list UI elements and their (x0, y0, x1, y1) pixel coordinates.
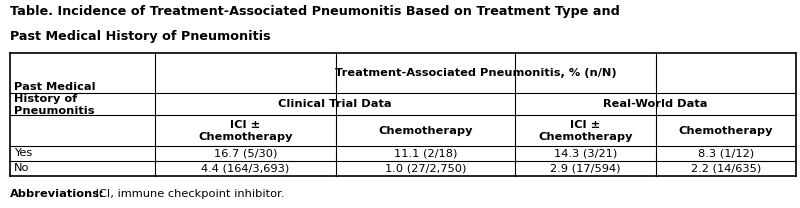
Text: 11.1 (2/18): 11.1 (2/18) (394, 148, 458, 158)
Text: Treatment-Associated Pneumonitis, % (n/N): Treatment-Associated Pneumonitis, % (n/N… (334, 68, 617, 78)
Text: 2.9 (17/594): 2.9 (17/594) (550, 163, 621, 173)
Text: No: No (14, 163, 29, 173)
Text: 8.3 (1/12): 8.3 (1/12) (698, 148, 754, 158)
Text: Past Medical History of Pneumonitis: Past Medical History of Pneumonitis (10, 30, 270, 43)
Text: ICI, immune checkpoint inhibitor.: ICI, immune checkpoint inhibitor. (92, 189, 285, 199)
Text: ICI ±
Chemotherapy: ICI ± Chemotherapy (538, 120, 633, 141)
Text: 16.7 (5/30): 16.7 (5/30) (214, 148, 278, 158)
Text: Chemotherapy: Chemotherapy (378, 125, 473, 136)
Text: Real-World Data: Real-World Data (603, 99, 708, 109)
Text: Chemotherapy: Chemotherapy (678, 125, 774, 136)
Text: Abbreviations:: Abbreviations: (10, 189, 104, 199)
Text: Clinical Trial Data: Clinical Trial Data (278, 99, 392, 109)
Text: ICI ±
Chemotherapy: ICI ± Chemotherapy (198, 120, 293, 141)
Text: Yes: Yes (14, 148, 32, 158)
Text: 2.2 (14/635): 2.2 (14/635) (691, 163, 761, 173)
Text: Table. Incidence of Treatment-Associated Pneumonitis Based on Treatment Type and: Table. Incidence of Treatment-Associated… (10, 5, 619, 18)
Text: 4.4 (164/3,693): 4.4 (164/3,693) (202, 163, 290, 173)
Text: 14.3 (3/21): 14.3 (3/21) (554, 148, 618, 158)
Text: Past Medical
History of
Pneumonitis: Past Medical History of Pneumonitis (14, 82, 95, 116)
Text: 1.0 (27/2,750): 1.0 (27/2,750) (385, 163, 466, 173)
